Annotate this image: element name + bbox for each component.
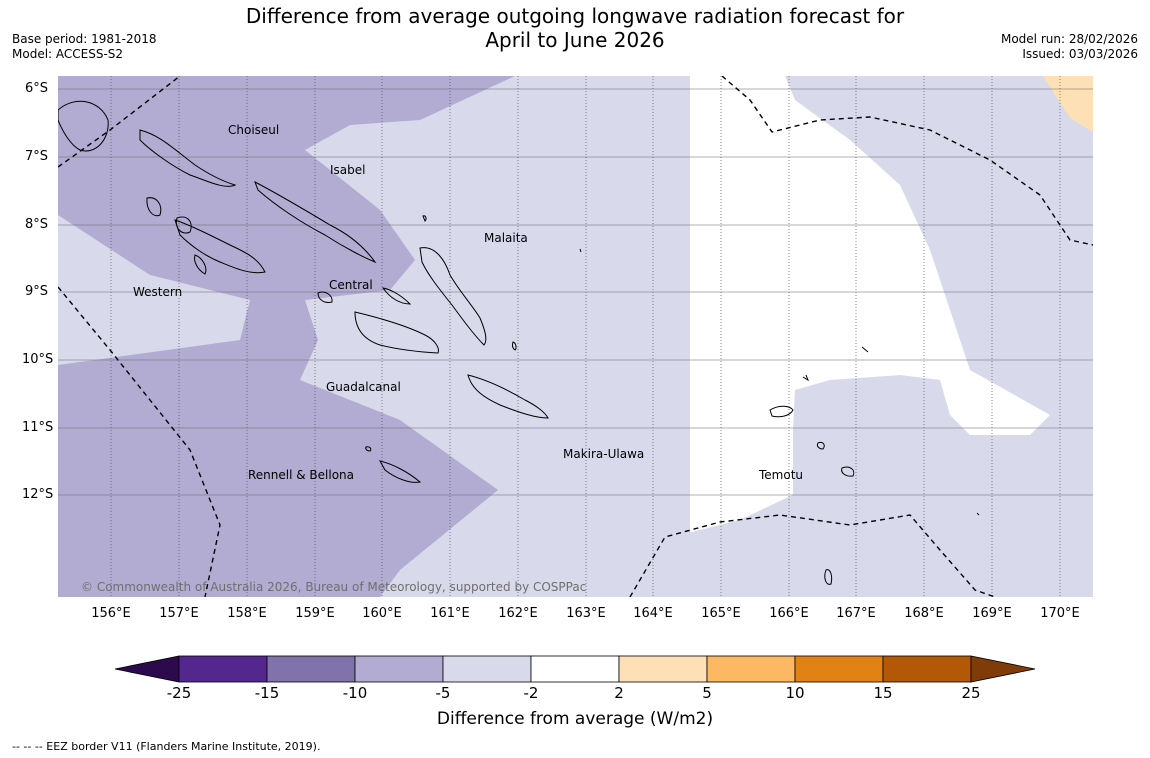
region-label-guadalcanal: Guadalcanal [326, 380, 401, 394]
lon-label-157e: 157°E [159, 606, 199, 621]
island-bellona [365, 446, 372, 452]
islands [58, 100, 980, 585]
colorbar-seg-4 [442, 655, 532, 683]
colorbar-tick: -5 [435, 684, 451, 702]
colorbar-tick: 10 [785, 684, 805, 702]
lat-label-11s: 11°S [22, 420, 54, 435]
colorbar-extend-high [970, 655, 1036, 683]
lat-label-6s: 6°S [24, 81, 48, 96]
lon-label-160e: 160°E [362, 606, 402, 621]
colorbar-title: Difference from average (W/m2) [436, 709, 714, 729]
eez-borders [58, 76, 1093, 597]
colorbar-tick: -15 [254, 684, 280, 702]
colorbar-tick: -2 [523, 684, 539, 702]
lon-label-158e: 158°E [227, 606, 267, 621]
island-guadalcanal [354, 311, 439, 354]
island-makira [467, 374, 549, 419]
colorbar-tick: -10 [342, 684, 368, 702]
title-line-1: Difference from average outgoing longwav… [245, 4, 905, 28]
lon-label-166e: 166°E [769, 606, 809, 621]
region-label-central: Central [329, 278, 373, 292]
region-label-temotu: Temotu [759, 468, 804, 482]
island-florida [317, 291, 333, 303]
lon-label-163e: 163°E [566, 606, 606, 621]
island-shortland [58, 100, 109, 152]
region-label-western: Western [133, 285, 183, 299]
meta-left: Base period: 1981-2018 Model: ACCESS-S2 [12, 32, 157, 62]
graticule-parallels [58, 88, 1093, 496]
island-rennell [379, 460, 422, 483]
map-plot-area [58, 76, 1093, 597]
colorbar-seg-9 [882, 655, 972, 683]
island-kolombangara [175, 216, 192, 234]
model-name: Model: ACCESS-S2 [12, 47, 124, 61]
copyright-notice: © Commonwealth of Australia 2026, Bureau… [81, 580, 587, 594]
colorbar [114, 655, 1036, 683]
map-title: Difference from average outgoing longwav… [0, 4, 1150, 52]
colorbar-seg-8 [794, 655, 884, 683]
colorbar-seg-7 [706, 655, 796, 683]
colorbar-tick: -25 [166, 684, 192, 702]
island-utupua [816, 442, 825, 450]
island-duff [861, 346, 869, 353]
island-ontong-java-pt [422, 215, 427, 222]
model-run: Model run: 28/02/2026 [1000, 32, 1138, 46]
island-malaita [419, 247, 487, 346]
island-new-georgia [174, 219, 266, 274]
region-label-isabel: Isabel [330, 163, 366, 177]
lon-label-169e: 169°E [972, 606, 1012, 621]
colorbar-seg-5 [530, 655, 620, 683]
lat-label-7s: 7°S [24, 149, 48, 164]
island-sikaiana [579, 248, 582, 253]
colorbar-tick: 2 [614, 684, 624, 702]
lat-label-9s: 9°S [24, 284, 48, 299]
lat-label-10s: 10°S [22, 352, 54, 367]
colorbar-tick: 15 [873, 684, 893, 702]
region-label-choiseul: Choiseul [228, 123, 280, 137]
lon-label-164e: 164°E [633, 606, 673, 621]
lon-label-159e: 159°E [295, 606, 335, 621]
colorbar-extend-low [114, 655, 180, 683]
island-vella-lavella [146, 197, 162, 217]
colorbar-seg-6 [618, 655, 708, 683]
anomaly-band-neutral [640, 76, 1050, 597]
title-line-2: April to June 2026 [485, 28, 665, 52]
region-label-malaita: Malaita [484, 231, 528, 245]
lon-label-156e: 156°E [91, 606, 131, 621]
lat-label-12s: 12°S [22, 487, 54, 502]
issued-date: Issued: 03/03/2026 [1022, 47, 1138, 61]
anomaly-band-light-left [520, 76, 690, 597]
colorbar-tick: 5 [702, 684, 712, 702]
base-period: Base period: 1981-2018 [12, 32, 157, 46]
island-anuta [976, 512, 980, 516]
anomaly-band-medium [58, 76, 515, 597]
island-ulawa [511, 341, 517, 351]
island-vanikoro [841, 466, 855, 477]
island-rendova [194, 254, 207, 275]
colorbar-seg-2 [266, 655, 356, 683]
island-tikopia [824, 569, 833, 585]
island-choiseul [139, 129, 237, 187]
island-reef-islands [802, 374, 810, 382]
lat-label-8s: 8°S [24, 217, 48, 232]
lon-label-170e: 170°E [1040, 606, 1080, 621]
meta-right: Model run: 28/02/2026 Issued: 03/03/2026 [1001, 32, 1138, 62]
island-santa-cruz [769, 405, 794, 418]
colorbar-seg-1 [178, 655, 268, 683]
lon-label-165e: 165°E [701, 606, 741, 621]
region-label-makira-ulawa: Makira-Ulawa [563, 447, 645, 461]
anomaly-band-light-lower [640, 495, 940, 597]
lon-label-168e: 168°E [904, 606, 944, 621]
lon-label-167e: 167°E [836, 606, 876, 621]
lon-label-161e: 161°E [430, 606, 470, 621]
eez-footnote: -- -- -- EEZ border V11 (Flanders Marine… [12, 740, 321, 753]
island-russell [381, 287, 412, 305]
region-label-rennell-bellona: Rennell & Bellona [248, 468, 355, 482]
lon-label-162e: 162°E [498, 606, 538, 621]
anomaly-band-positive [1043, 76, 1093, 132]
colorbar-seg-3 [354, 655, 444, 683]
colorbar-tick: 25 [961, 684, 981, 702]
island-santa-isabel [254, 180, 377, 264]
